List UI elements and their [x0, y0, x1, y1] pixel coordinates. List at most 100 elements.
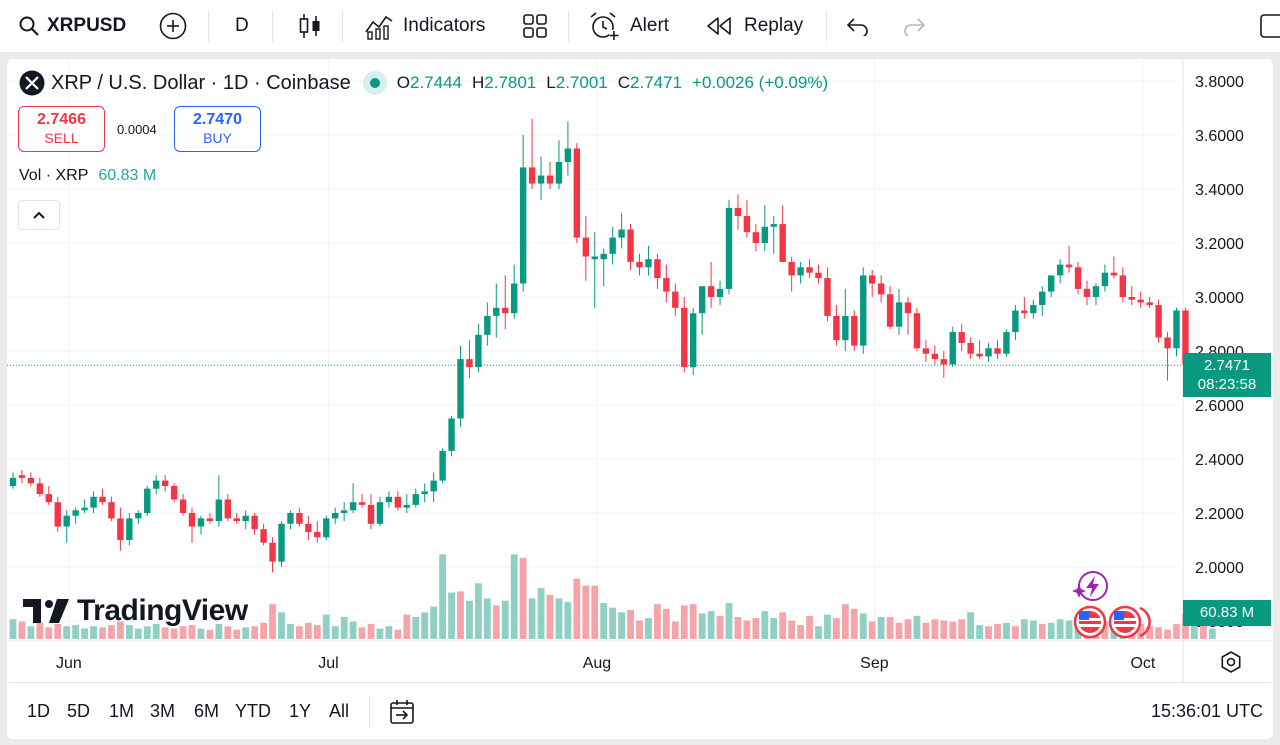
candle-body [752, 232, 760, 243]
candle-body [815, 272, 822, 279]
candle-body [161, 480, 169, 486]
buy-label: BUY [203, 130, 232, 146]
time-tick-label: Aug [583, 655, 611, 672]
interval-button[interactable]: D [235, 0, 249, 52]
volume-bar [662, 608, 670, 639]
chart-settings-button[interactable] [1217, 648, 1245, 676]
range-ytd[interactable]: YTD [235, 683, 271, 739]
volume-bar [501, 600, 509, 639]
volume-bar [985, 626, 992, 639]
plus-circle-icon [159, 12, 187, 40]
low-value: 2.7001 [555, 73, 608, 92]
sell-button[interactable]: 2.7466 SELL [18, 106, 105, 152]
volume-bar [645, 618, 652, 639]
close-key: C [617, 73, 631, 92]
open-value: 2.7444 [409, 73, 462, 92]
range-1y[interactable]: 1Y [289, 683, 311, 739]
lightning-event-icon[interactable] [1071, 569, 1111, 609]
candle-body [126, 518, 133, 540]
square-icon [1260, 14, 1280, 38]
close-value: 2.7471 [630, 73, 683, 92]
volume-bar [439, 554, 446, 639]
volume-bar [1029, 620, 1037, 639]
candle-body [976, 353, 983, 357]
volume-bar [125, 625, 133, 639]
candle-body [367, 504, 375, 524]
range-1d[interactable]: 1D [27, 683, 50, 739]
candle-body [1155, 305, 1162, 338]
candle-body [985, 348, 992, 357]
alert-button[interactable]: Alert [588, 0, 669, 52]
volume-bar [877, 616, 885, 639]
candle-body [305, 523, 312, 532]
go-to-date-button[interactable] [385, 695, 419, 729]
bar-countdown: 08:23:58 [1197, 376, 1257, 393]
candle-body [1173, 310, 1180, 349]
range-all[interactable]: All [329, 683, 349, 739]
us-flag-event-stack-icon[interactable] [1107, 604, 1153, 640]
replay-button[interactable]: Replay [706, 0, 803, 52]
range-1m[interactable]: 1M [109, 683, 134, 739]
candle-body [9, 477, 17, 486]
candle-body [627, 229, 634, 262]
candle-body [922, 348, 930, 354]
range-5d[interactable]: 5D [67, 683, 90, 739]
volume-bar [689, 604, 697, 639]
volume-bar [117, 621, 124, 639]
candle-body [403, 504, 410, 508]
clock[interactable]: 15:36:01 UTC [1151, 683, 1263, 739]
high-key: H [471, 73, 485, 92]
volume-bar [958, 619, 966, 639]
candle-body [439, 450, 446, 481]
volume-bar [108, 625, 115, 639]
volume-bar [1020, 619, 1028, 639]
indicators-button[interactable]: Indicators [364, 0, 485, 52]
candle-body [618, 229, 625, 238]
volume-bar [618, 612, 625, 639]
candle-body [1146, 302, 1153, 306]
undo-button[interactable] [846, 0, 870, 52]
layouts-button[interactable] [522, 0, 548, 52]
buy-button[interactable]: 2.7470 BUY [174, 106, 261, 152]
candle-body [904, 302, 912, 314]
toolbar-divider [369, 696, 370, 728]
redo-button[interactable] [902, 0, 926, 52]
volume-bar [1173, 623, 1180, 639]
compare-symbol-button[interactable] [158, 0, 188, 52]
candle-body [555, 162, 563, 184]
candle-body [224, 499, 231, 519]
volume-bar [260, 622, 267, 639]
volume-bar [54, 623, 62, 639]
volume-bar [394, 629, 402, 639]
tradingview-logo-icon [23, 599, 69, 623]
collapse-legend-button[interactable] [18, 200, 60, 230]
volume-bar [63, 626, 71, 639]
buy-price: 2.7470 [193, 111, 242, 128]
alert-label: Alert [630, 15, 670, 36]
candle-body [940, 359, 947, 365]
volume-bar [18, 621, 26, 639]
us-flag-event-icon[interactable] [1072, 604, 1108, 640]
chart-type-button[interactable] [298, 0, 322, 52]
fullscreen-button[interactable] [1260, 0, 1280, 52]
candle-body [1092, 286, 1100, 297]
symbol-search-button[interactable]: XRPUSD [18, 0, 126, 52]
volume-bar [161, 627, 169, 639]
candle-body [385, 496, 393, 503]
indicators-label: Indicators [403, 15, 486, 36]
volume-bar [779, 612, 787, 639]
range-6m[interactable]: 6M [194, 683, 219, 739]
time-tick-label: Jul [318, 655, 338, 672]
volume-bar [81, 628, 88, 639]
volume-bar [278, 612, 285, 639]
price-chart[interactable]: 3.80003.60003.40003.20003.00002.80002.60… [7, 59, 1273, 682]
candle-body [869, 275, 876, 284]
volume-bar [322, 614, 330, 639]
volume-bar [895, 622, 903, 639]
low-key: L [546, 73, 556, 92]
spread-value: 0.0004 [117, 122, 157, 137]
range-3m[interactable]: 3M [150, 683, 175, 739]
volume-bar [654, 604, 661, 639]
candle-body [860, 275, 867, 346]
candle-body [99, 496, 106, 503]
